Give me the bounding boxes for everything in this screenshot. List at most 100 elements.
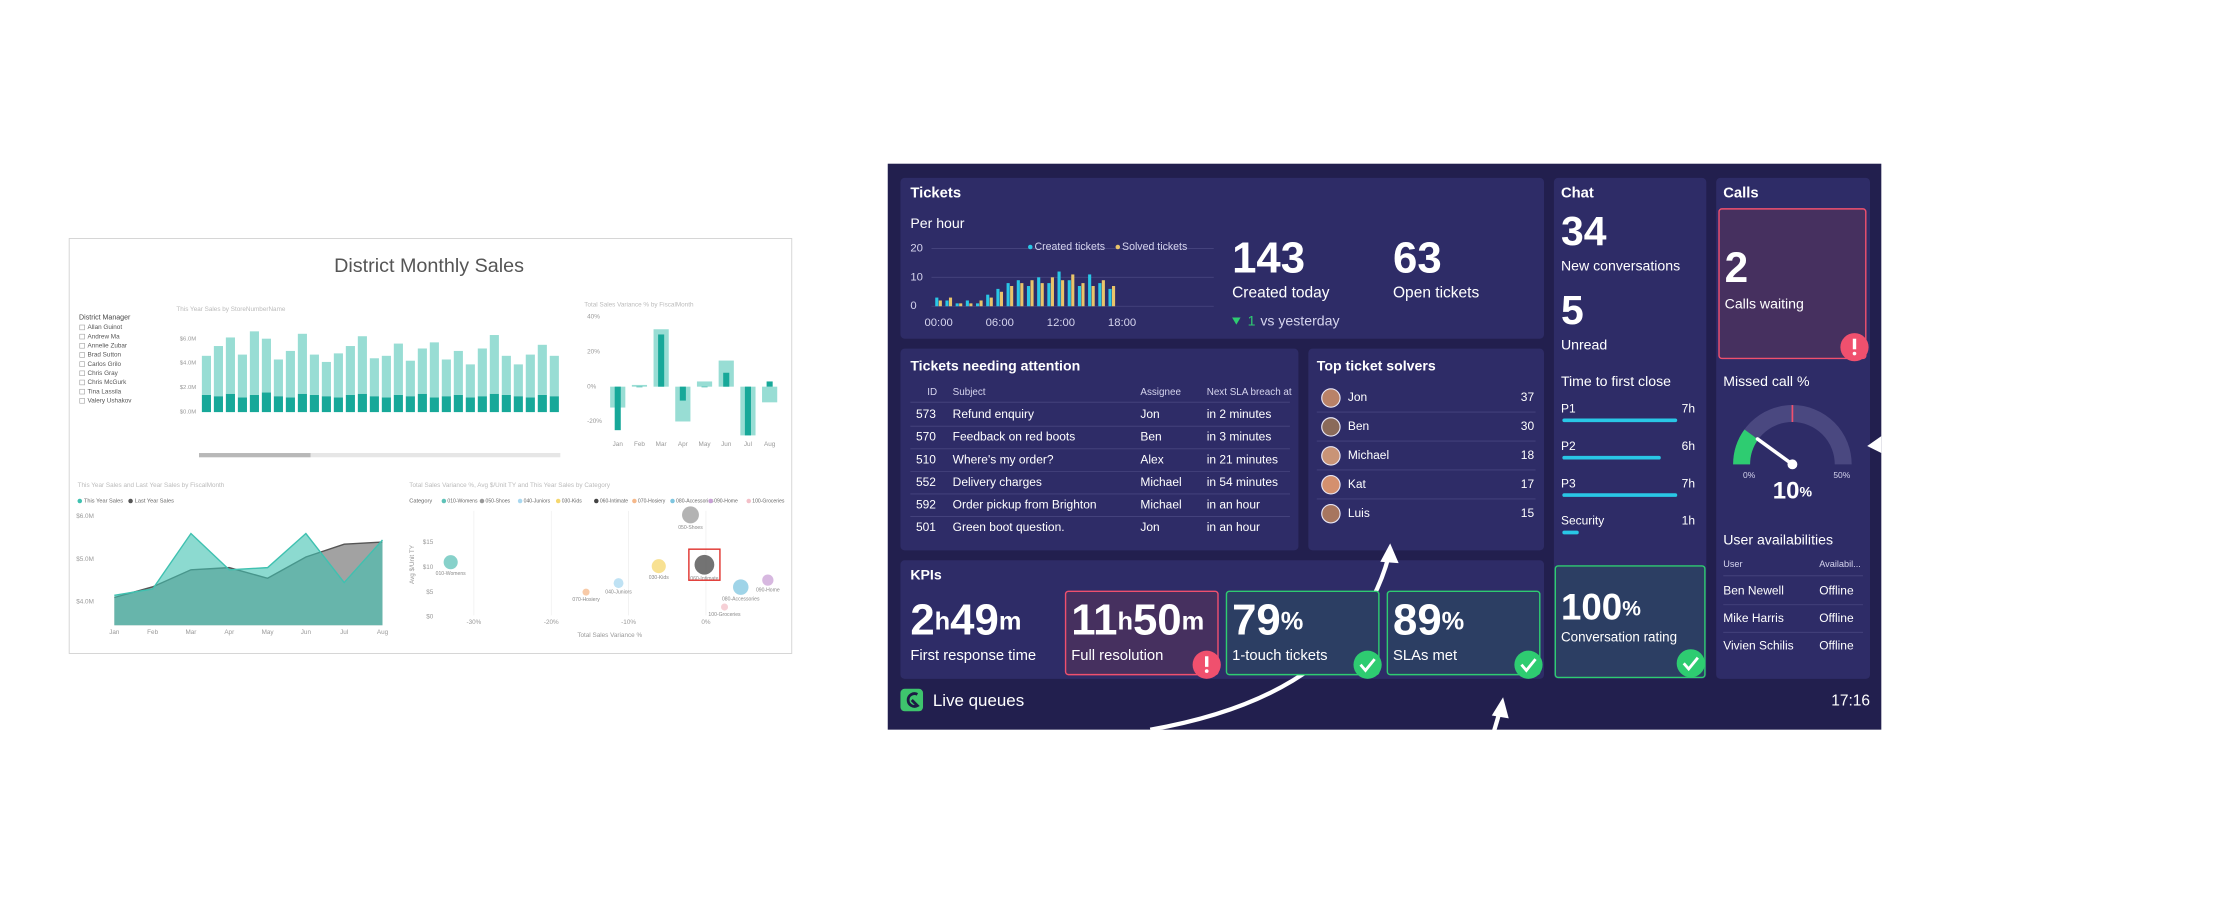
legend-swatch: [746, 498, 751, 504]
check-mark: [1520, 658, 1537, 673]
y-tick-label: 40%: [587, 314, 600, 321]
scrollbar-thumb[interactable]: [199, 453, 311, 458]
arrow-head: [1491, 697, 1509, 719]
stat-label: Open tickets: [1393, 285, 1479, 302]
checkbox[interactable]: [79, 333, 85, 340]
x-tick-label: Apr: [224, 629, 234, 636]
table-cell: 592: [916, 497, 936, 511]
stat-label: New conversations: [1561, 257, 1680, 273]
x-tick-label: Apr: [678, 441, 688, 448]
card-title: Top ticket solvers: [1317, 358, 1436, 374]
chart-title: This Year Sales by StoreNumberName: [176, 306, 285, 313]
bar: [1091, 286, 1095, 307]
table-cell: Jon: [1140, 407, 1159, 421]
bar: [261, 392, 271, 413]
bubble-label: 100-Groceries: [708, 612, 741, 618]
x-tick-label: Feb: [634, 441, 645, 448]
checkbox[interactable]: [79, 379, 85, 386]
card-title: Tickets: [910, 185, 961, 201]
bubble[interactable]: [582, 588, 590, 596]
bar: [1061, 280, 1065, 307]
user-status: Offline: [1819, 584, 1854, 598]
bubble[interactable]: [651, 559, 666, 574]
kpi-tile: [1554, 565, 1706, 679]
bubble[interactable]: [720, 603, 729, 611]
axis-title: Total Sales Variance %: [577, 632, 642, 639]
checkbox[interactable]: [79, 324, 85, 331]
table-cell: Feedback on red boots: [953, 430, 1076, 444]
value-part: %: [1799, 483, 1812, 499]
table-cell: in 3 minutes: [1207, 430, 1272, 444]
selection-box: [688, 548, 721, 581]
bubble[interactable]: [762, 574, 774, 586]
bubble[interactable]: [682, 506, 699, 524]
legend-swatch: [555, 498, 561, 504]
bubble[interactable]: [733, 579, 749, 595]
solver-name: Michael: [1348, 448, 1389, 462]
checkbox[interactable]: [79, 352, 85, 358]
bar: [237, 397, 247, 413]
value-part: %: [1622, 597, 1641, 620]
value-part: %: [1442, 607, 1465, 635]
x-tick-label: Jun: [301, 629, 312, 636]
footer-title: Live queues: [933, 691, 1024, 710]
checkbox[interactable]: [79, 343, 85, 349]
bar: [201, 394, 211, 413]
bar: [273, 359, 283, 397]
solver-name: Luis: [1348, 506, 1370, 520]
slicer-title: District Manager: [79, 314, 131, 321]
y-tick-label: $0.0M: [180, 410, 196, 416]
bar: [477, 396, 487, 413]
bubble-label: 080-Accessories: [722, 596, 760, 602]
legend-swatch: [708, 498, 713, 504]
bar: [959, 303, 963, 307]
card-title: Tickets needing attention: [910, 358, 1080, 374]
bar: [309, 354, 319, 395]
bar: [489, 335, 499, 394]
bar: [658, 334, 665, 387]
bar: [465, 364, 475, 398]
bar: [1562, 455, 1661, 460]
table-cell: Green boot question.: [953, 520, 1065, 534]
bar: [453, 350, 463, 395]
column-header: Next SLA breach at: [1207, 387, 1292, 398]
y-tick-label: $5.0M: [76, 556, 94, 563]
bar: [405, 396, 415, 413]
legend-label: 080-Accessories: [676, 498, 714, 504]
bar: [996, 288, 1000, 307]
gauge-fill: [1733, 429, 1759, 465]
bubble[interactable]: [613, 578, 624, 589]
alert-tile: [1718, 208, 1867, 360]
table-cell: Delivery charges: [953, 475, 1042, 489]
bar: [501, 355, 511, 395]
legend-label: Created tickets: [1035, 241, 1106, 253]
bubble[interactable]: [694, 554, 715, 575]
checkbox[interactable]: [79, 388, 85, 395]
card-title: KPIs: [910, 567, 942, 583]
table-cell: Order pickup from Brighton: [953, 497, 1097, 511]
slicer-item: Allan Guinot: [88, 324, 123, 331]
x-tick-label: 00:00: [925, 317, 953, 329]
bar: [381, 355, 391, 398]
slicer-item: Brad Sutton: [88, 352, 122, 359]
x-tick-label: Feb: [147, 629, 158, 636]
bar: [744, 386, 751, 436]
bar: [261, 338, 271, 393]
x-tick-label: Aug: [377, 629, 389, 636]
column-header: Subject: [953, 387, 986, 398]
checkbox[interactable]: [79, 398, 85, 404]
bubble[interactable]: [443, 555, 458, 570]
bar: [965, 300, 969, 307]
checkbox[interactable]: [79, 361, 85, 367]
bar: [489, 393, 499, 413]
y-tick-label: $10: [423, 564, 434, 571]
gauge-value: 10%: [1773, 478, 1813, 505]
bar: [969, 303, 973, 307]
bar: [1101, 280, 1105, 307]
legend-label: 060-Intimate: [600, 498, 628, 504]
card-title: Calls: [1723, 185, 1758, 201]
checkbox[interactable]: [79, 370, 85, 376]
chart-title: Total Sales Variance % by FiscalMonth: [584, 302, 694, 309]
bar: [249, 394, 259, 413]
legend-swatch: [479, 498, 485, 504]
